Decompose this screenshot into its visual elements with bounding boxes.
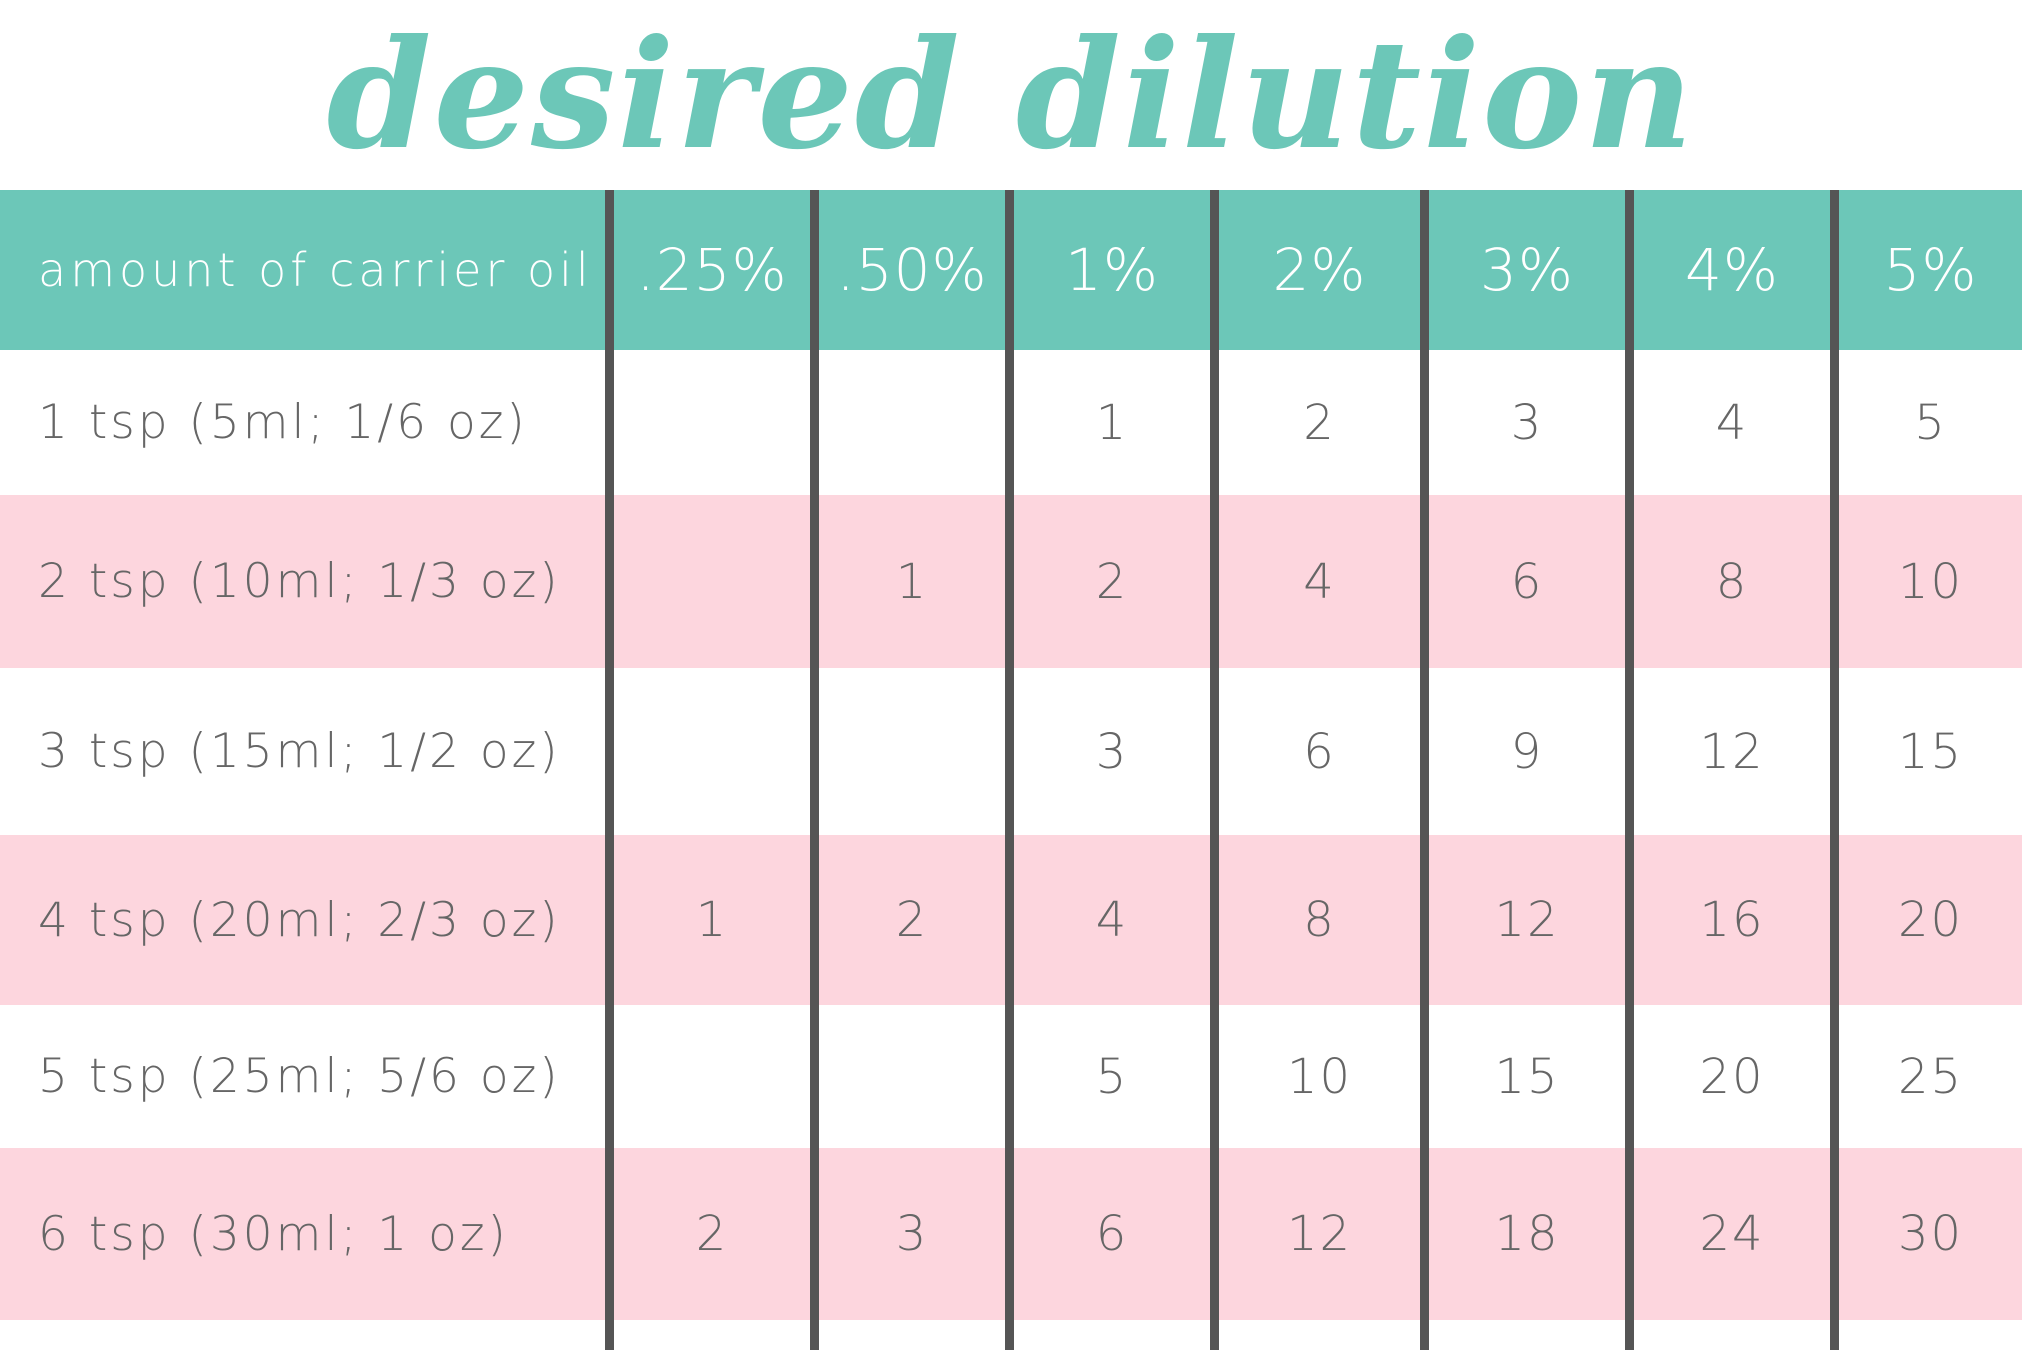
drops-cell: 4 (1715, 394, 1749, 451)
drops-cell: 20 (1897, 892, 1964, 948)
drops-cell (614, 495, 810, 668)
column-header-dilution: 5% (1883, 236, 1978, 304)
drops-cell: 24 (1699, 1206, 1765, 1262)
drops-cell: 5 (1914, 394, 1947, 451)
column-divider (1625, 190, 1634, 1350)
drops-cell: 20 (1699, 1048, 1765, 1105)
drops-cell: 9 (1510, 723, 1544, 780)
column-divider (605, 190, 614, 1350)
drops-cell: 2 (1095, 553, 1129, 610)
row-label: 5 tsp (25ml; 5/6 oz) (38, 1049, 561, 1104)
row-label: 1 tsp (5ml; 1/6 oz) (38, 395, 528, 450)
page-title: desired dilution (326, 7, 1696, 183)
column-divider (1210, 190, 1219, 1350)
drops-cell: 1 (1095, 394, 1129, 451)
drops-cell: 8 (1303, 892, 1336, 948)
column-divider (1005, 190, 1014, 1350)
drops-cell: 6 (1095, 1206, 1129, 1262)
drops-cell: 2 (895, 892, 929, 948)
drops-cell (614, 1005, 810, 1148)
column-divider (1420, 190, 1429, 1350)
drops-cell: 6 (1510, 553, 1544, 610)
drops-cell: 8 (1715, 553, 1749, 610)
row-label: 6 tsp (30ml; 1 oz) (38, 1206, 509, 1262)
column-divider (810, 190, 819, 1350)
drops-cell (614, 350, 810, 495)
column-divider (1830, 190, 1839, 1350)
drops-cell: 4 (1303, 553, 1336, 610)
column-header-dilution: 1% (1064, 236, 1159, 304)
drops-cell: 2 (695, 1206, 729, 1262)
drops-cell (614, 668, 810, 835)
dilution-table: amount of carrier oil .25% .50% 1% 2% 3% 4% 5% 1… (0, 190, 2022, 1350)
drops-cell (819, 1005, 1005, 1148)
drops-cell: 3 (1095, 723, 1129, 780)
drops-cell: 12 (1699, 723, 1765, 780)
row-label: 4 tsp (20ml; 2/3 oz) (38, 892, 561, 948)
drops-cell: 30 (1897, 1206, 1964, 1262)
drops-cell: 5 (1095, 1048, 1129, 1105)
drops-cell: 16 (1699, 892, 1765, 948)
drops-cell: 25 (1897, 1048, 1964, 1105)
drops-cell: 10 (1286, 1048, 1353, 1105)
column-header-dilution: 2% (1272, 236, 1367, 304)
drops-cell: 1 (695, 892, 729, 948)
column-header-dilution: 4% (1684, 236, 1779, 304)
drops-cell: 12 (1494, 892, 1560, 948)
drops-cell: 18 (1494, 1206, 1560, 1262)
drops-cell (819, 350, 1005, 495)
row-label: 2 tsp (10ml; 1/3 oz) (38, 554, 561, 609)
column-header-dilution: .50% (836, 236, 988, 304)
drops-cell: 2 (1303, 394, 1336, 451)
drops-cell: 4 (1095, 892, 1129, 948)
drops-cell: 15 (1897, 723, 1964, 780)
drops-cell: 12 (1286, 1206, 1353, 1262)
drops-cell: 3 (895, 1206, 929, 1262)
drops-cell (819, 668, 1005, 835)
column-header-dilution: .25% (636, 236, 788, 304)
column-header-dilution: 3% (1479, 236, 1574, 304)
row-label: 3 tsp (15ml; 1/2 oz) (38, 724, 561, 779)
drops-cell: 10 (1897, 553, 1964, 610)
drops-cell: 3 (1510, 394, 1544, 451)
drops-cell: 6 (1303, 723, 1336, 780)
drops-cell: 1 (895, 553, 929, 610)
drops-cell: 15 (1494, 1048, 1560, 1105)
column-header-carrier-oil: amount of carrier oil (38, 243, 593, 297)
